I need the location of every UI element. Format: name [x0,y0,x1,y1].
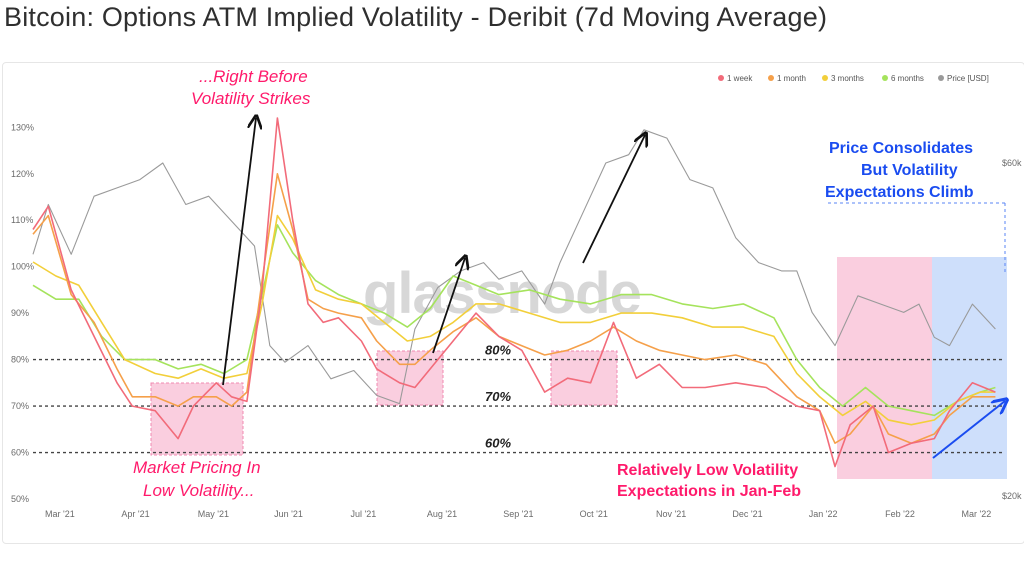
arrow-up-oct [582,135,645,264]
x-tick-label: May '21 [198,509,229,519]
highlight-jul [377,351,443,405]
x-tick-label: Sep '21 [503,509,533,519]
series-line-price-usd [32,129,996,405]
series-line-6-months [32,224,996,417]
annotation-bottom-line2: Low Volatility... [143,481,255,500]
y-tick-label: 120% [11,169,34,179]
y-tick-label: 100% [11,262,34,272]
y-tick-label: 70% [11,401,29,411]
reference-line-label: 60% [485,436,511,451]
y-tick-label: 90% [11,308,29,318]
y-tick-label: 110% [11,215,33,225]
highlight-mar [932,257,1007,479]
legend-label: 1 week [727,74,753,83]
y-tick-label: 80% [11,355,29,365]
series-group [32,117,996,468]
annotation-right-line2: Expectations in Jan-Feb [617,483,801,500]
arrow-up-mar [932,401,1005,459]
reference-line-label: 80% [485,343,511,358]
y-tick-label: 50% [11,494,29,504]
y-right-tick: $20k [1002,491,1022,501]
y-axis-left: 50% 60% 70% 80% 90% 100% 110% 120% 130% [11,122,34,504]
arrow-up-aug [432,258,465,354]
annotation-blue-line2: But Volatility [861,162,958,179]
reference-line-label: 70% [485,389,511,404]
x-tick-label: Dec '21 [732,509,762,519]
page-title: Bitcoin: Options ATM Implied Volatility … [4,2,828,32]
x-tick-label: Oct '21 [580,509,608,519]
legend-label: Price [USD] [947,74,989,83]
y-tick-label: 130% [11,122,34,132]
arrows [222,118,1005,459]
annotation-blue-line3: Expectations Climb [825,184,974,201]
x-tick-label: Jun '21 [274,509,303,519]
annotation-top-line2: Volatility Strikes [191,89,311,108]
y-axis-right: $60k $20k [1002,158,1022,501]
legend-label: 1 month [777,74,806,83]
legend-label: 3 months [831,74,864,83]
legend: 1 week 1 month 3 months 6 months Price [USD] [718,74,989,83]
x-axis: Mar '21 Apr '21 May '21 Jun '21 Jul '21 Aug '… [45,509,991,519]
series-line-1-week [32,117,996,468]
x-tick-label: Apr '21 [121,509,149,519]
series-line-1-month [32,173,996,444]
series-line-3-months [32,214,996,426]
x-tick-label: Jul '21 [351,509,377,519]
legend-swatch [768,75,774,81]
annotation-top-line1: ...Right Before [199,67,308,86]
x-tick-label: Mar '21 [45,509,75,519]
x-tick-label: Jan '22 [809,509,838,519]
arrow-up-jun [222,118,256,386]
legend-swatch [882,75,888,81]
annotation-blue-line1: Price Consolidates [829,140,973,157]
legend-swatch [822,75,828,81]
y-right-tick: $60k [1002,158,1022,168]
annotation-bottom-line1: Market Pricing In [133,458,261,477]
x-tick-label: Mar '22 [962,509,992,519]
highlight-apr-may [151,383,243,455]
y-tick-label: 60% [11,448,29,458]
legend-label: 6 months [891,74,924,83]
highlight-sep [551,351,617,405]
highlight-jan-feb [837,257,932,479]
chart-svg: glassnode 50%60%70%80%90%100%110%120%130… [11,67,1022,519]
x-tick-label: Nov '21 [656,509,686,519]
chart-card: glassnode 50% 60% 70% 80% 90% 100% 110% 120% 130… [2,62,1024,544]
x-tick-label: Feb '22 [885,509,915,519]
reference-lines: 80% 70% 60% [33,343,1003,454]
annotations: ...Right Before Volatility Strikes Marke… [133,67,974,500]
legend-swatch [718,75,724,81]
x-tick-label: Aug '21 [427,509,457,519]
legend-swatch [938,75,944,81]
annotation-right-line1: Relatively Low Volatility [617,462,798,479]
